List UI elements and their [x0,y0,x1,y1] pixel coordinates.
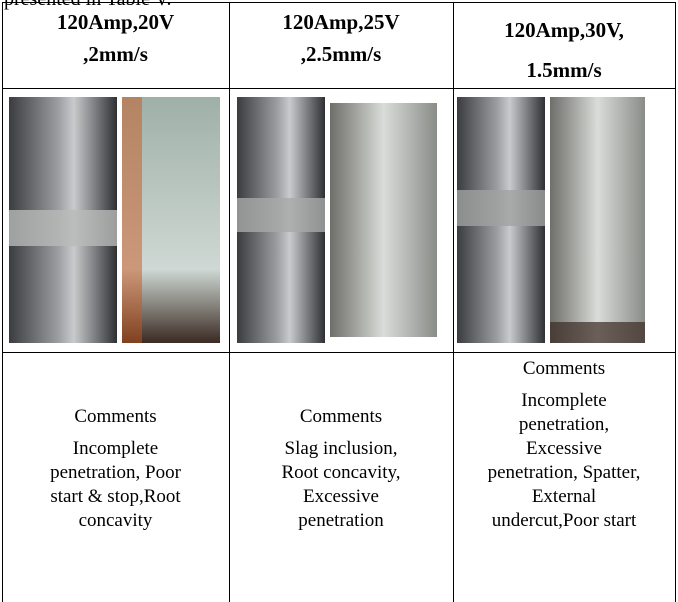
comment-label: Comments [2,405,229,429]
comment-line: Incomplete [453,389,675,413]
photo-set-3 [457,97,645,343]
table: 120Amp,20V,2mm/s120Amp,25V,2.5mm/s120Amp… [2,2,676,602]
comment-line: penetration [229,509,453,533]
rule [2,352,676,353]
comment-line: undercut,Poor start [453,509,675,533]
comment-line: penetration, Poor [2,461,229,485]
comment-label: Comments [229,405,453,429]
comment-line: penetration, Spatter, [453,461,675,485]
comment-line: concavity [2,509,229,533]
photo-set-1 [9,97,220,343]
comment-line: Incomplete [2,437,229,461]
comment-line: Slag inclusion, [229,437,453,461]
comment-line: Excessive [453,437,675,461]
comment-cell: Comments Slag inclusion,Root concavity,Ex… [229,405,453,533]
page: presented in Table V. 120Amp,20V,2mm/s12… [0,0,678,574]
comment-line: start & stop,Root [2,485,229,509]
photo-set-2 [237,97,437,343]
comment-line: penetration, [453,413,675,437]
comment-line: Excessive [229,485,453,509]
weld-photos [2,2,676,352]
comment-label: Comments [453,357,675,381]
comment-line: External [453,485,675,509]
comment-line: Root concavity, [229,461,453,485]
